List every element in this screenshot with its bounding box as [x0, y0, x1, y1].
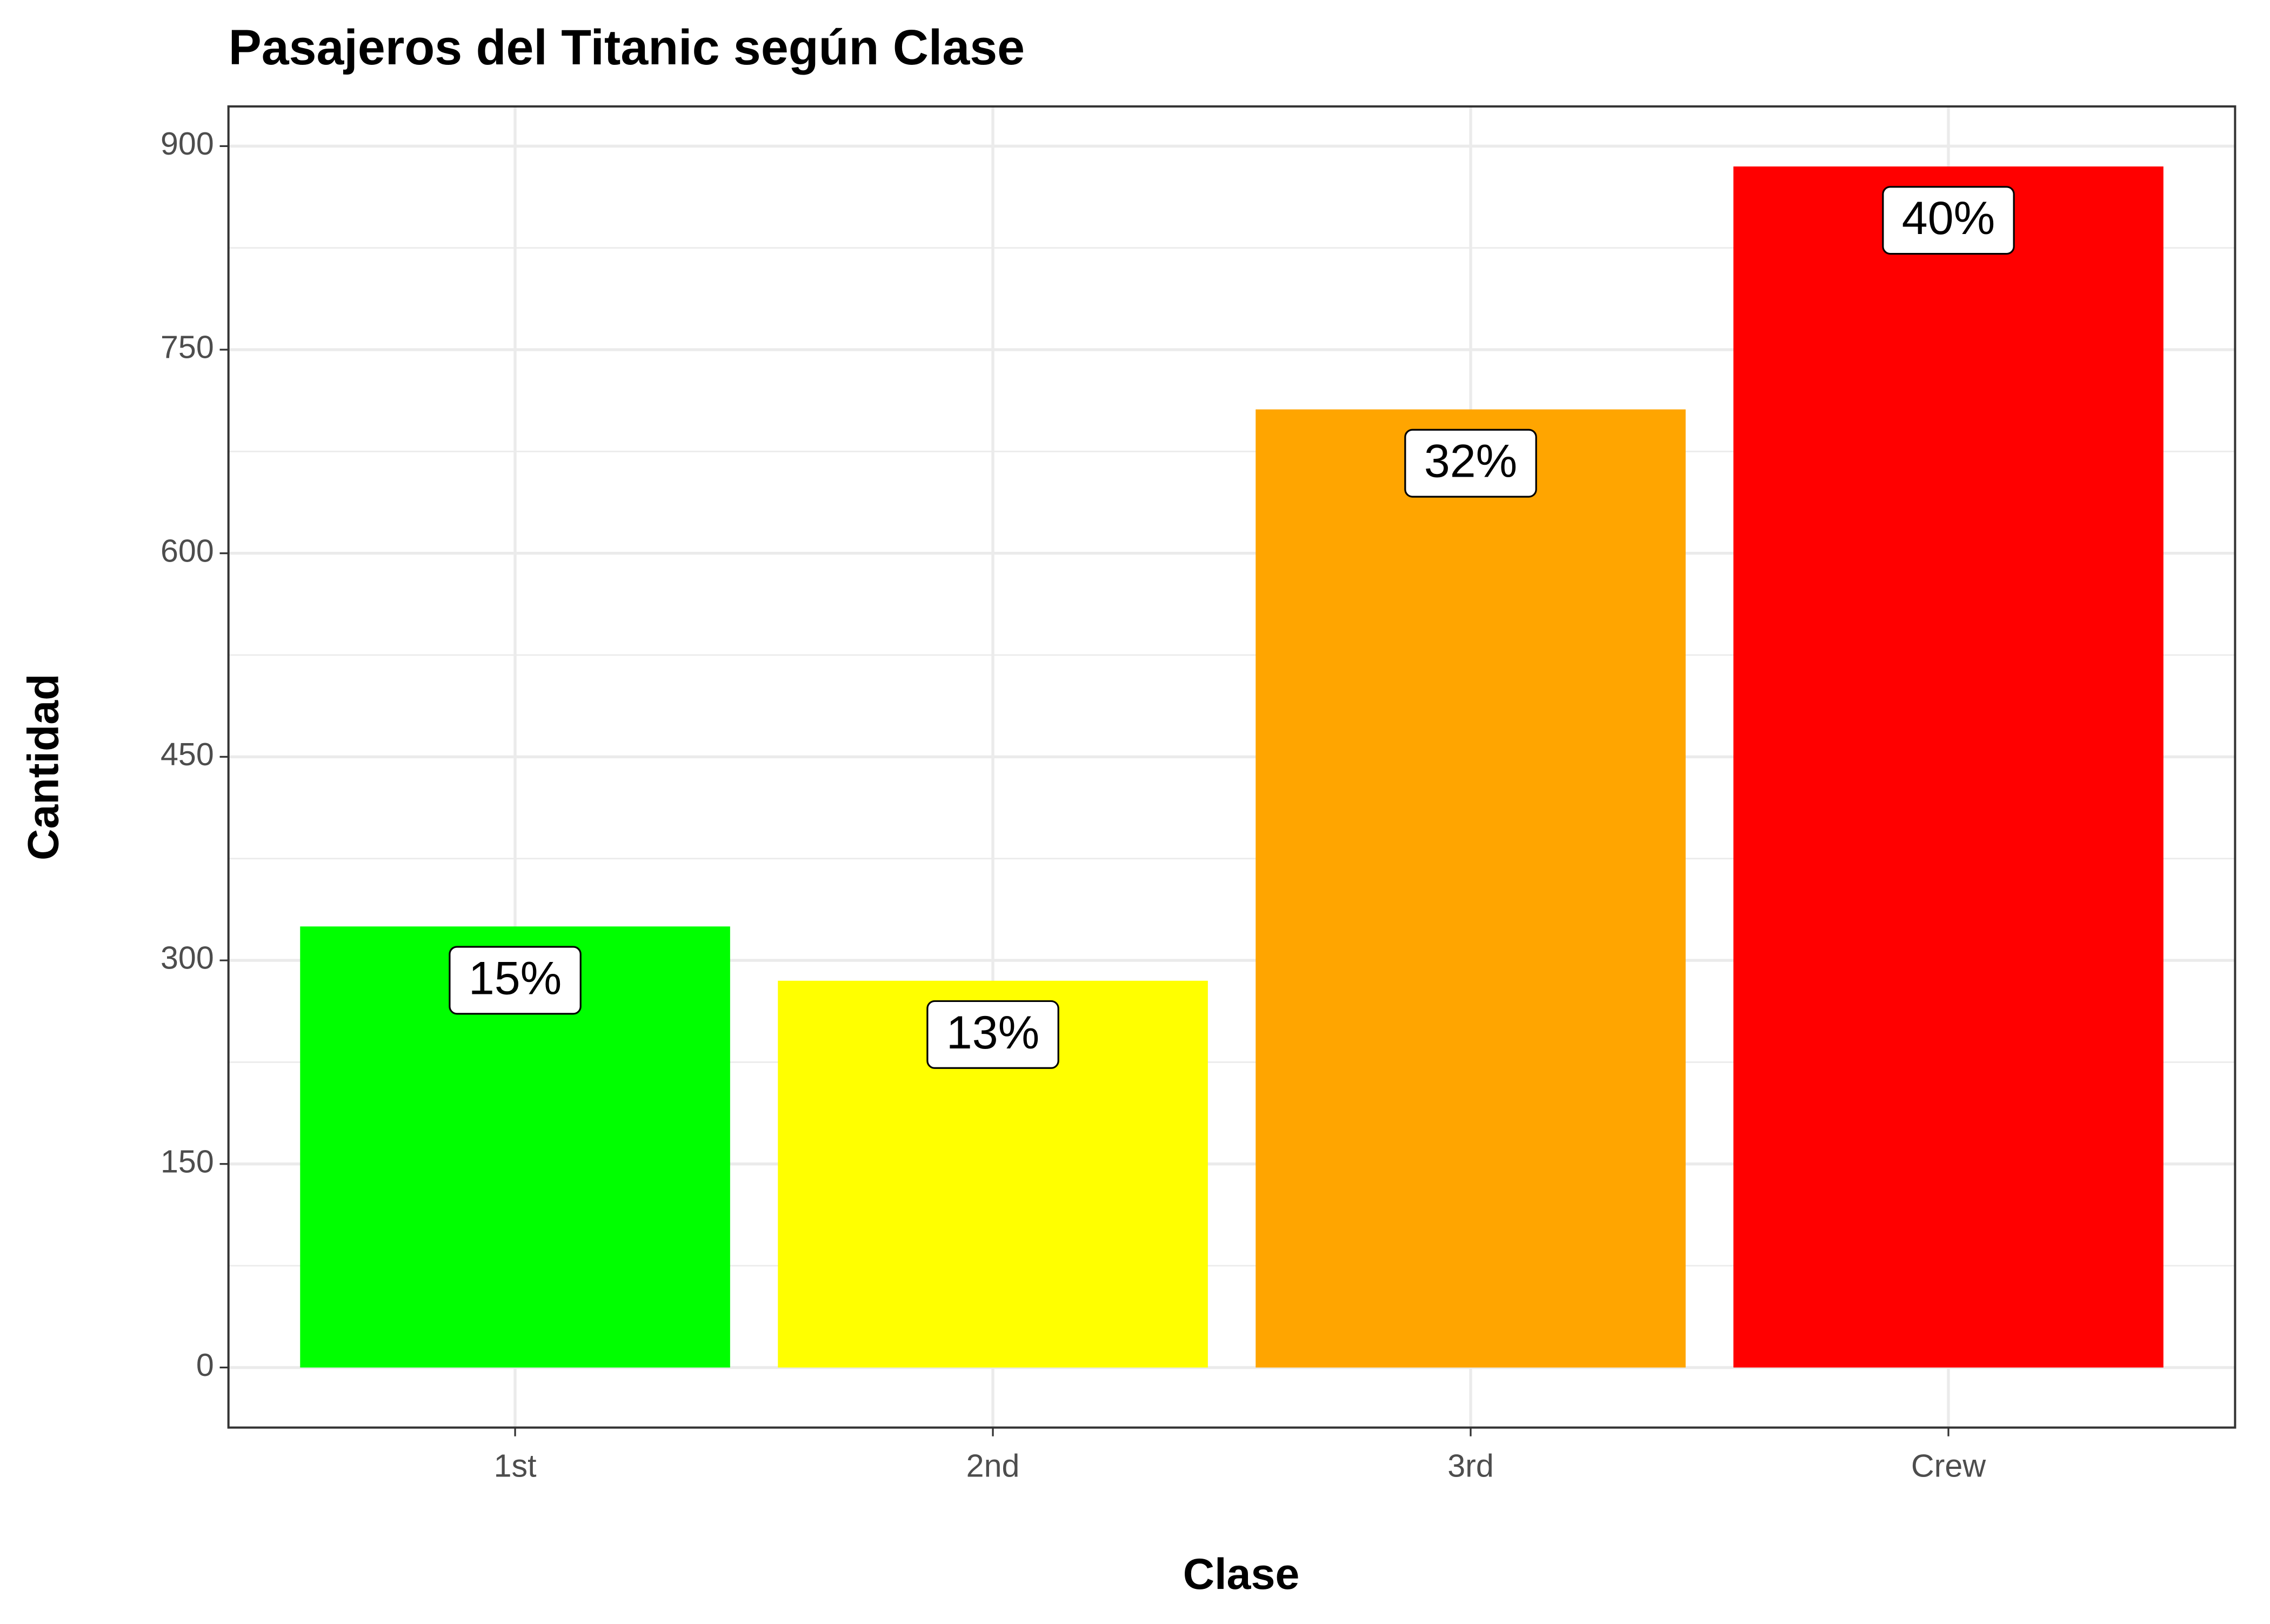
y-tick-label: 600: [161, 532, 214, 569]
label-box: [926, 1000, 1059, 1069]
data-label: 15%: [469, 952, 562, 1004]
x-tick-label: Crew: [1911, 1448, 1986, 1484]
data-label: 40%: [1902, 192, 1995, 244]
x-axis-title: Clase: [1183, 1550, 1299, 1599]
y-tick-label: 300: [161, 940, 214, 976]
x-tick-label: 2nd: [966, 1448, 1020, 1484]
label-box: [1882, 186, 2015, 255]
x-tick-label: 1st: [494, 1448, 537, 1484]
y-tick-label: 900: [161, 125, 214, 162]
chart-title: Pasajeros del Titanic según Clase: [229, 20, 1025, 75]
bar: [1256, 409, 1686, 1368]
y-axis-title: Cantidad: [19, 674, 68, 860]
y-tick-label: 150: [161, 1143, 214, 1179]
y-tick-label: 0: [196, 1347, 214, 1383]
y-tick-label: 750: [161, 329, 214, 365]
panel-border: [227, 105, 2236, 1429]
data-label: 13%: [946, 1007, 1039, 1059]
y-tick-label: 450: [161, 736, 214, 772]
label-box: [449, 946, 582, 1015]
data-label: 32%: [1424, 436, 1517, 487]
x-tick-label: 3rd: [1447, 1448, 1494, 1484]
bar: [1733, 166, 2164, 1368]
label-box: [1404, 429, 1537, 498]
